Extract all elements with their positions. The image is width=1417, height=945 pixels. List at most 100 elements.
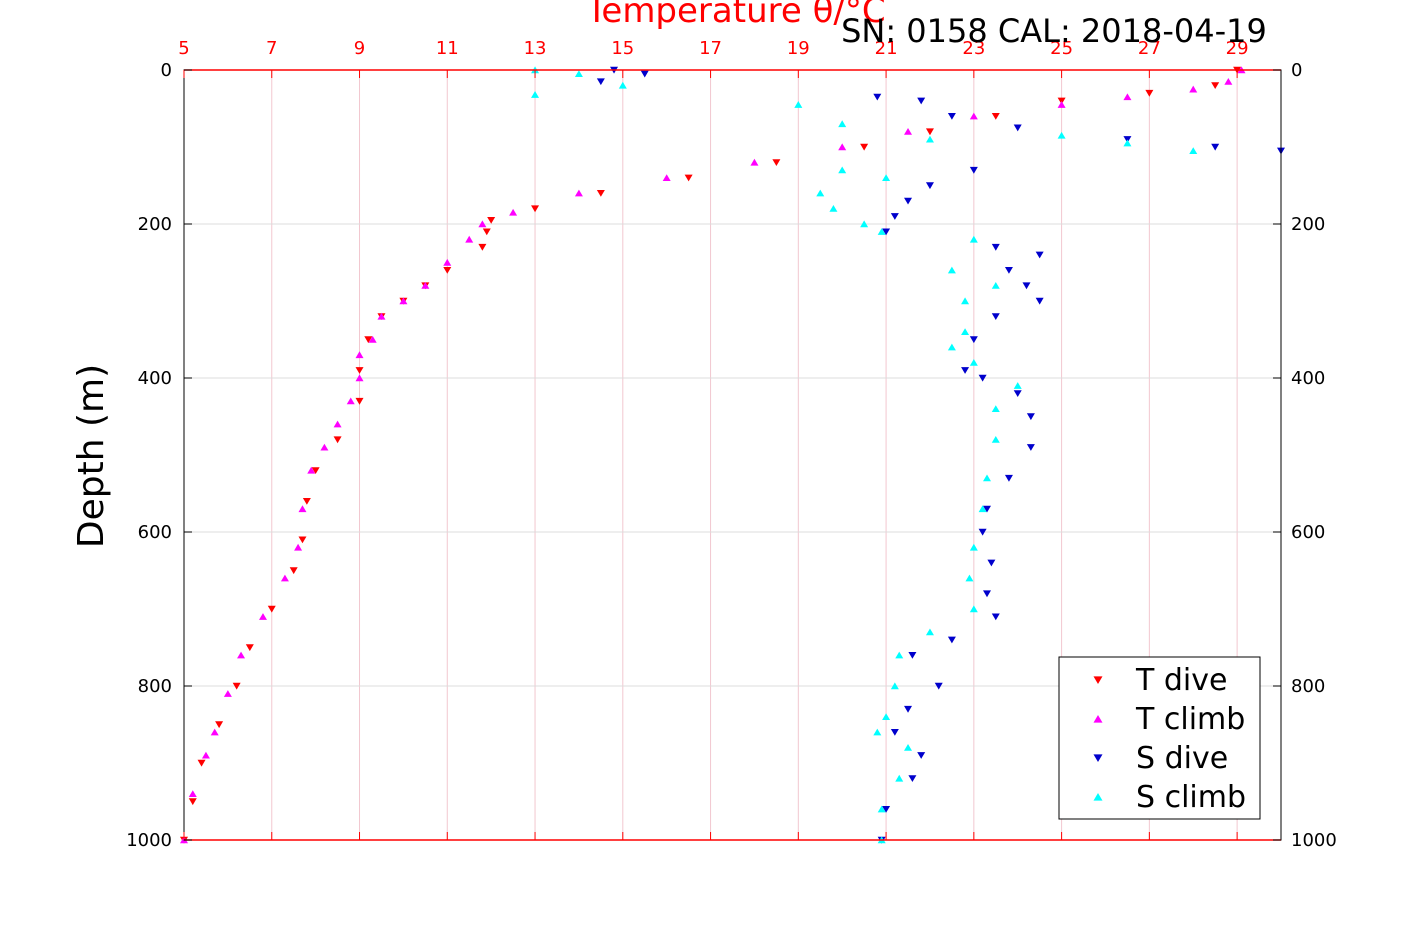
data-point (307, 466, 316, 474)
data-point (991, 113, 1000, 120)
x-axis-ticks: 5 7 9 11 13 15 17 19 21 23 25 27 29 (178, 38, 1249, 840)
data-point (961, 297, 970, 305)
data-point (1035, 297, 1044, 305)
data-point (258, 613, 267, 620)
data-point (311, 467, 320, 474)
data-point (574, 70, 583, 78)
data-point (421, 282, 430, 289)
data-point (1057, 97, 1066, 105)
data-point (201, 751, 210, 759)
data-point (895, 651, 904, 659)
data-point (1211, 82, 1220, 89)
data-point (890, 729, 899, 736)
data-point (346, 397, 355, 405)
data-point (947, 113, 956, 120)
data-point (1035, 251, 1044, 259)
y-tick-label-right: 0 (1291, 60, 1302, 81)
data-point (860, 143, 869, 151)
data-point (1224, 77, 1233, 85)
data-point (302, 498, 311, 505)
x-tick-label: 25 (1050, 38, 1073, 59)
data-point (969, 359, 978, 366)
data-point (1026, 444, 1035, 451)
legend-marker (1093, 676, 1103, 685)
data-point (860, 220, 869, 228)
data-point (320, 443, 329, 451)
data-point (772, 159, 781, 166)
data-point (904, 744, 913, 751)
data-point (618, 81, 627, 89)
data-point (364, 336, 373, 344)
data-point (1123, 93, 1132, 101)
data-point (877, 228, 886, 235)
data-point (215, 721, 224, 729)
data-point (947, 636, 956, 644)
data-point (838, 120, 847, 128)
data-point (377, 312, 386, 320)
data-point (816, 189, 825, 197)
x-tick-label: 29 (1226, 38, 1249, 59)
data-point (188, 798, 197, 806)
data-point (978, 374, 987, 382)
data-point (482, 228, 491, 236)
data-point (333, 420, 342, 428)
data-point (917, 752, 926, 759)
data-series (180, 66, 1285, 844)
legend-item: S climb (1093, 780, 1246, 815)
data-point (1013, 124, 1022, 132)
data-point (478, 220, 487, 228)
data-point (596, 78, 605, 86)
legend-item: T climb (1093, 702, 1245, 737)
data-point (904, 197, 913, 205)
data-point (662, 174, 671, 181)
data-point (1004, 474, 1013, 482)
data-point (443, 258, 452, 266)
data-point (969, 605, 978, 613)
data-point (991, 243, 1000, 251)
data-point (210, 728, 219, 736)
data-point (750, 158, 759, 166)
y-axis-ticks: 0 0 200 200 400 400 600 600 800 800 1000 1000 (126, 60, 1337, 851)
data-point (298, 536, 307, 544)
data-point (991, 405, 1000, 412)
data-point (873, 93, 882, 101)
legend-marker (1093, 792, 1103, 801)
x-tick-label: 15 (611, 38, 634, 59)
data-point (280, 574, 289, 582)
legend-label: T dive (1135, 663, 1227, 698)
data-point (969, 336, 978, 344)
data-point (478, 243, 487, 251)
data-point (925, 128, 934, 136)
data-point (882, 174, 891, 181)
data-point (245, 644, 254, 652)
data-point (961, 367, 970, 374)
y-tick-label-left: 800 (138, 676, 172, 697)
data-point (925, 135, 934, 143)
data-point (294, 543, 303, 551)
data-point (882, 228, 891, 236)
data-point (947, 266, 956, 274)
data-point (574, 189, 583, 197)
data-point (934, 682, 943, 690)
data-point (237, 651, 246, 659)
data-point (961, 328, 970, 335)
data-point (904, 705, 913, 713)
legend-item: T dive (1093, 663, 1227, 698)
x-tick-label: 23 (962, 38, 985, 59)
data-point (355, 367, 364, 374)
data-point (895, 774, 904, 782)
data-point (991, 313, 1000, 320)
x-tick-label: 5 (178, 38, 189, 59)
data-point (509, 208, 518, 216)
legend-marker (1093, 754, 1103, 763)
data-point (333, 436, 342, 444)
data-point (969, 112, 978, 120)
data-point (877, 805, 886, 813)
data-point (1145, 89, 1154, 97)
data-point (232, 682, 241, 690)
data-point (684, 174, 693, 182)
legend-label: S dive (1136, 741, 1228, 776)
data-point (873, 728, 882, 736)
data-point (487, 216, 496, 224)
